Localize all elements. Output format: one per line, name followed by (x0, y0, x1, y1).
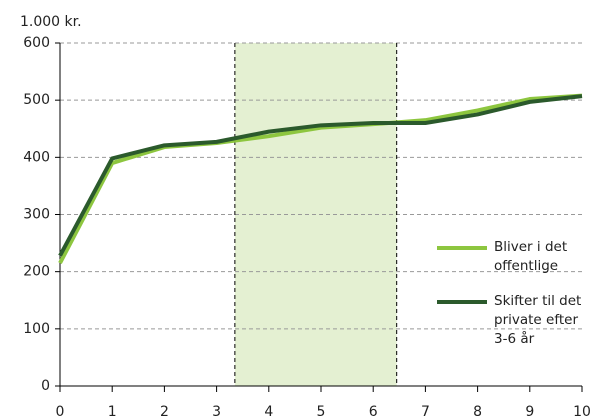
y-tick-label: 0 (41, 378, 50, 394)
x-tick-label: 3 (212, 404, 221, 417)
y-tick-label: 100 (23, 321, 50, 337)
y-tick-label: 500 (23, 92, 50, 108)
series-line (58, 94, 583, 257)
x-tick-label: 1 (108, 404, 117, 417)
x-tick-label: 9 (525, 404, 534, 417)
y-tick-label: 300 (23, 207, 50, 223)
legend-item: Skifter til det private efter 3-6 år (437, 292, 590, 349)
y-tick-label: 400 (23, 149, 50, 165)
legend: Bliver i det offentlige Skifter til det p… (437, 238, 590, 365)
x-tick-label: 8 (473, 404, 482, 417)
x-tick-label: 2 (160, 404, 169, 417)
legend-label: Bliver i det offentlige (494, 239, 568, 274)
unit-label: 1.000 kr. (20, 14, 82, 30)
series-line (58, 93, 583, 265)
legend-item: Bliver i det offentlige (437, 238, 590, 276)
legend-swatch (437, 300, 487, 304)
x-tick-label: 5 (317, 404, 326, 417)
x-tick-label: 7 (421, 404, 430, 417)
x-tick-label: 10 (573, 404, 591, 417)
x-tick-label: 6 (369, 404, 378, 417)
y-tick-label: 600 (23, 35, 50, 51)
x-tick-label: 0 (56, 404, 65, 417)
legend-label: Skifter til det private efter 3-6 år (494, 293, 582, 347)
y-tick-label: 200 (23, 264, 50, 280)
x-tick-label: 4 (264, 404, 273, 417)
legend-swatch (437, 246, 487, 250)
